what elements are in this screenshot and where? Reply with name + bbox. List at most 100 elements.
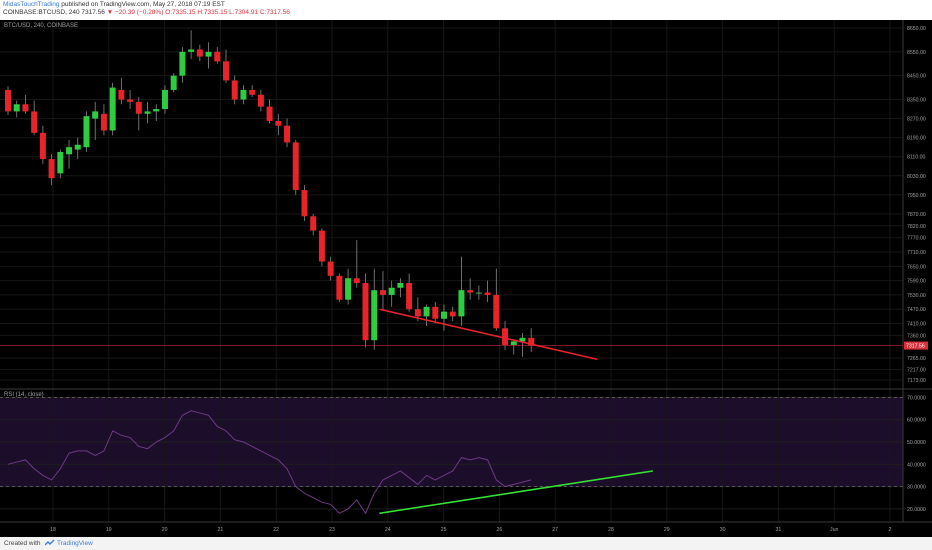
candle-body xyxy=(196,49,203,57)
price-tick-label: 7870.00 xyxy=(907,212,926,218)
candle-body xyxy=(118,89,125,100)
candle-body xyxy=(362,283,369,341)
price-chart[interactable]: 8650.00 8550.00 8450.00 8350.00 8270.00 8190.… xyxy=(0,20,932,537)
chart-title: BTC/USD, 240, COINBASE xyxy=(4,23,78,29)
candle-body xyxy=(458,290,465,317)
candle-body xyxy=(310,216,317,231)
candle-body xyxy=(423,306,430,317)
candle-body xyxy=(66,147,73,155)
time-tick-label: 24 xyxy=(385,527,391,533)
published-text: published on TradingView.com, May 27, 20… xyxy=(61,1,225,8)
rsi-tick-label: 30.0000 xyxy=(907,485,926,491)
candle-body xyxy=(161,89,168,110)
candle-body xyxy=(100,113,107,131)
candle-body xyxy=(74,144,81,150)
rsi-axis: 70.0000 60.0000 50.0000 40.0000 30.0000 20.00… xyxy=(907,395,926,512)
candle-body xyxy=(249,89,256,95)
candle-body xyxy=(371,290,378,341)
candle-body xyxy=(353,278,360,284)
candle-body xyxy=(292,142,299,191)
candle-body xyxy=(301,190,308,217)
candle-body xyxy=(519,337,526,342)
time-tick-label: 2 xyxy=(889,527,892,533)
candle-body xyxy=(214,51,221,62)
candle-body xyxy=(432,306,439,319)
rsi-support-trendline xyxy=(379,470,653,515)
candle-body xyxy=(266,106,273,121)
candle-body xyxy=(205,51,212,57)
author-link[interactable]: MidasTouchTrading xyxy=(3,1,60,8)
time-tick-label: 29 xyxy=(664,527,670,533)
rsi-tick-label: 40.0000 xyxy=(907,462,926,468)
tradingview-brand[interactable]: TradingView xyxy=(57,540,93,547)
time-tick-label: 20 xyxy=(162,527,168,533)
candle-body xyxy=(135,101,142,114)
candle-body xyxy=(5,89,11,112)
grid-lines xyxy=(0,20,903,522)
price-change: ▼ −20.39 (−0.28%) xyxy=(106,9,164,16)
candle-body xyxy=(493,294,500,329)
candle-body xyxy=(388,287,395,295)
time-tick-label: Jun xyxy=(830,527,838,533)
candle-body xyxy=(31,111,38,133)
price-tick-label: 7770.00 xyxy=(907,236,926,242)
price-tick-label: 8190.00 xyxy=(907,136,926,142)
price-tick-label: 7710.00 xyxy=(907,250,926,256)
rsi-tick-label: 70.0000 xyxy=(907,395,926,401)
candle-body xyxy=(318,230,325,262)
candle-body xyxy=(127,99,134,102)
price-tick-label: 8110.00 xyxy=(907,155,925,161)
candle-body xyxy=(223,61,229,81)
time-tick-label: 22 xyxy=(273,527,279,533)
candle-body xyxy=(170,75,177,90)
time-tick-label: 23 xyxy=(329,527,335,533)
candle-body xyxy=(179,51,186,76)
candle-body xyxy=(510,341,517,345)
candle-body xyxy=(336,275,343,300)
candle-body xyxy=(397,283,404,288)
price-tick-label: 8030.00 xyxy=(907,174,926,180)
candle-body xyxy=(441,311,447,319)
price-tick-label: 7410.00 xyxy=(907,322,926,328)
candle-body xyxy=(406,283,413,310)
publish-line: MidasTouchTrading published on TradingVi… xyxy=(3,1,225,9)
candle-body xyxy=(379,290,386,295)
time-tick-label: 27 xyxy=(552,527,558,533)
candle-body xyxy=(345,278,352,300)
price-tick-label: 7470.00 xyxy=(907,307,926,313)
price-tick-label: 7650.00 xyxy=(907,264,926,270)
time-tick-label: 25 xyxy=(441,527,447,533)
price-support-trendline xyxy=(379,308,598,361)
time-tick-label: 18 xyxy=(50,527,56,533)
price-tick-label: 8650.00 xyxy=(907,26,926,32)
price-tick-label: 7820.00 xyxy=(907,224,926,230)
price-tick-label: 7950.00 xyxy=(907,193,926,199)
symbol-line: COINBASE:BTCUSD, 240 7317.56 ▼ −20.39 (−… xyxy=(3,9,290,17)
candles xyxy=(5,30,535,357)
ohlc-values: O:7335.15 H:7335.15 L:7304.91 C:7317.56 xyxy=(165,9,290,16)
candle-body xyxy=(484,292,491,295)
time-tick-label: 30 xyxy=(720,527,726,533)
candle-body xyxy=(22,104,29,112)
candle-body xyxy=(39,132,46,160)
candle-body xyxy=(153,109,160,112)
candle-body xyxy=(475,292,482,294)
time-tick-label: 31 xyxy=(776,527,782,533)
candle-body xyxy=(467,290,474,293)
tradingview-logo-icon xyxy=(45,539,55,546)
candle-body xyxy=(240,89,247,100)
candle-body xyxy=(144,111,151,114)
rsi-title: RSI (14, close) xyxy=(4,392,44,398)
chart-header: MidasTouchTrading published on TradingVi… xyxy=(0,0,932,20)
created-with-text: Created with xyxy=(4,540,41,547)
rsi-tick-label: 50.0000 xyxy=(907,440,926,446)
candle-body xyxy=(284,125,291,143)
current-price-tag xyxy=(904,341,928,350)
time-tick-label: 26 xyxy=(497,527,503,533)
candle-body xyxy=(48,159,55,179)
time-tick-label: 21 xyxy=(218,527,224,533)
candle-body xyxy=(231,80,238,100)
time-tick-label: 28 xyxy=(608,527,614,533)
price-tick-label: 8350.00 xyxy=(907,97,926,103)
rsi-tick-label: 20.0000 xyxy=(907,507,926,513)
